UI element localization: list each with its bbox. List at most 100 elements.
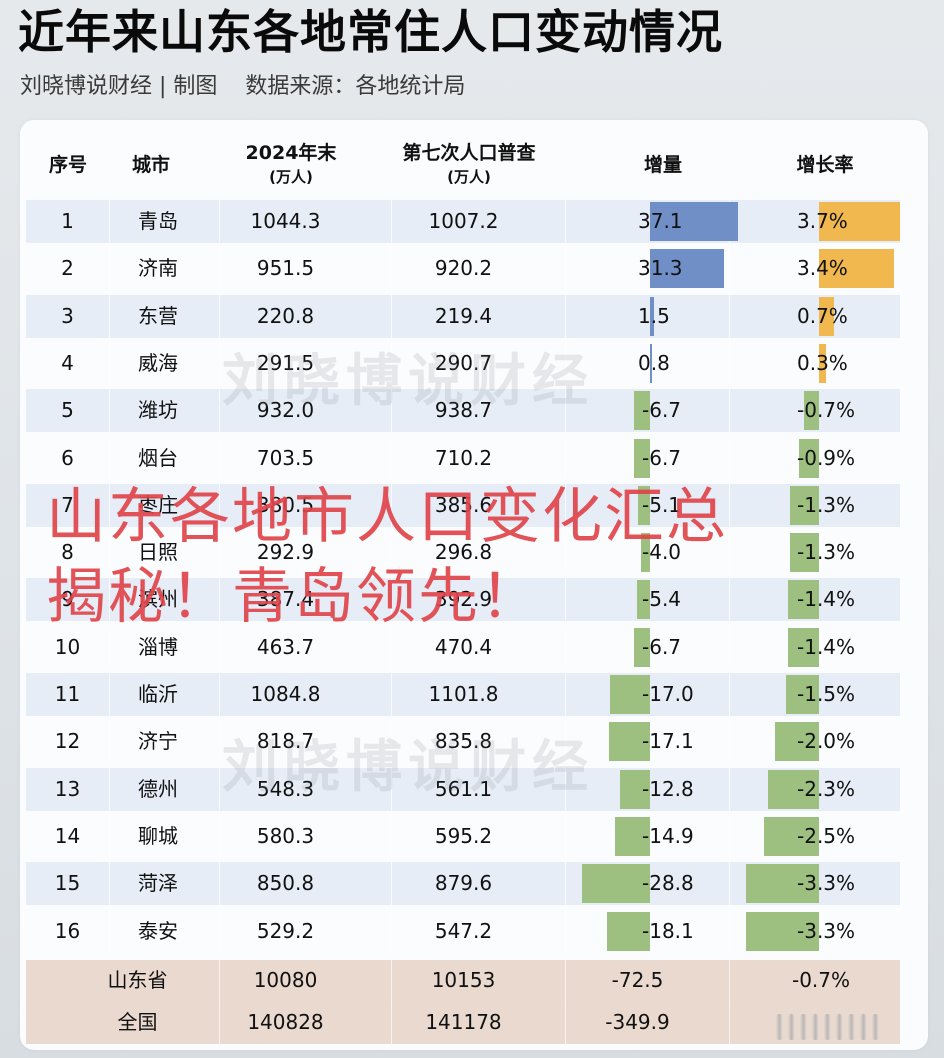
cell-index: 8 [26,531,110,575]
table-row: 7 枣庄 380.5 385.6 -5.1 -1.3% [26,483,900,527]
growth-rate-value: -1.4% [797,587,856,612]
increment-bar [634,438,650,478]
cell-increment: 1.5 [566,294,730,338]
increment-value: -5.1 [642,492,682,517]
cell-2024: 292.9 [220,531,392,575]
cell-increment: -6.7 [566,389,730,433]
cell-city: 德州 [110,767,220,811]
table-row: 13 德州 548.3 561.1 -12.8 -2.3% [26,767,900,811]
cell-index: 2 [26,247,110,291]
cell-city: 滨州 [110,578,220,622]
increment-value: 37.1 [638,209,683,233]
cell-city: 威海 [110,341,220,385]
growth-rate-bar [819,249,894,289]
overlay-headline-line2: 揭秘！青岛领先！ [46,562,542,632]
cell-growth-rate: -2.0% [730,720,900,763]
cell-city: 潍坊 [110,389,220,433]
cell-census: 219.4 [392,294,566,338]
cell-2024: 548.3 [220,767,392,811]
cell-2024: 951.5 [220,247,392,291]
cell-index: 4 [26,341,110,385]
cell-increment: -5.1 [566,483,730,527]
cell-2024: 220.8 [220,294,392,338]
summary-2024: 140828 [220,1001,392,1045]
summary-row: 山东省 10080 10153 -72.5 -0.7% [26,959,900,1003]
cell-census: 1007.2 [392,200,566,243]
cell-2024: 850.8 [220,862,392,906]
cell-index: 12 [26,720,110,764]
table-row: 2 济南 951.5 920.2 31.3 3.4% [26,247,900,291]
cell-city: 烟台 [110,436,220,480]
growth-rate-bar [790,485,819,525]
cell-growth-rate: 0.7% [730,295,900,338]
summary-label: 全国 [26,1001,220,1045]
cell-index: 11 [26,673,110,716]
summary-census: 10153 [392,959,566,1003]
growth-rate-bar [819,296,835,336]
increment-value: -6.7 [642,445,682,470]
table-row: 6 烟台 703.5 710.2 -6.7 -0.9% [26,436,900,480]
cell-2024: 1044.3 [220,200,392,243]
increment-bar [634,627,650,667]
population-table: 序号 城市 2024年末 (万人) 第七次人口普查 (万人) 增量 增长率 1 青岛 1… [26,130,901,1045]
cell-2024: 932.0 [220,389,392,433]
summary-growth-rate: -0.7% [791,968,851,993]
cell-census: 595.2 [392,814,566,858]
table-row: 1 青岛 1044.3 1007.2 37.1 3.7% [26,200,901,243]
increment-value: -17.0 [642,682,694,706]
increment-value: -4.0 [642,540,682,565]
growth-rate-value: 3.7% [797,209,848,233]
cell-city: 淄博 [110,625,220,669]
growth-rate-value: -2.5% [797,823,856,848]
cell-2024: 1084.8 [220,673,392,716]
growth-rate-bar [790,533,819,573]
overlay-headline-line1: 山东各地市人口变化汇总 [46,482,728,552]
cell-increment: -5.4 [566,578,730,622]
growth-rate-value: -1.5% [797,682,856,706]
cell-2024: 529.2 [220,909,392,953]
cell-growth-rate: -3.3% [730,862,900,905]
growth-rate-value: 0.7% [797,303,848,328]
cell-increment: 0.8 [566,341,730,385]
cell-census: 385.6 [392,483,566,527]
cell-2024: 291.5 [220,341,392,385]
increment-bar [609,675,650,714]
cell-city: 临沂 [110,673,220,716]
increment-bar [650,343,652,383]
col-header-index: 序号 [48,154,87,176]
growth-rate-value: 3.4% [797,256,848,281]
cell-index: 16 [26,909,110,953]
cell-index: 6 [26,436,110,480]
increment-bar [619,769,650,809]
cell-city: 菏泽 [110,862,220,906]
cell-index: 14 [26,814,110,858]
cell-2024: 380.5 [220,483,392,527]
table-row: 4 威海 291.5 290.7 0.8 0.3% [26,341,900,385]
cell-index: 5 [26,389,110,433]
col-header-increment: 增量 [643,154,682,176]
cell-growth-rate: -1.3% [730,484,900,527]
table-row: 5 潍坊 932.0 938.7 -6.7 -0.7% [26,389,900,433]
increment-bar [650,202,738,241]
growth-rate-bar [819,202,901,241]
table-row: 3 东营 220.8 219.4 1.5 0.7% [26,294,900,338]
cell-census: 547.2 [392,909,566,953]
growth-rate-bar [746,911,819,951]
cell-growth-rate: -2.5% [730,815,900,858]
cell-increment: -4.0 [566,531,730,575]
summary-row: 全国 140828 141178 -349.9 [26,1001,900,1045]
increment-bar [614,816,650,856]
increment-value: -6.7 [642,634,682,659]
increment-value: -5.4 [642,587,682,612]
growth-rate-value: -3.3% [797,918,856,943]
growth-rate-value: 0.3% [797,350,848,375]
cell-2024: 463.7 [220,625,392,669]
cell-growth-rate: -2.3% [730,768,900,811]
summary-increment: -349.9 [566,1001,730,1045]
cell-increment: -14.9 [566,814,730,858]
increment-value: -12.8 [642,776,694,801]
table-row: 12 济宁 818.7 835.8 -17.1 -2.0% [26,720,900,764]
cell-2024: 387.4 [220,578,392,622]
cell-index: 3 [26,294,110,338]
cell-census: 392.9 [392,578,566,622]
